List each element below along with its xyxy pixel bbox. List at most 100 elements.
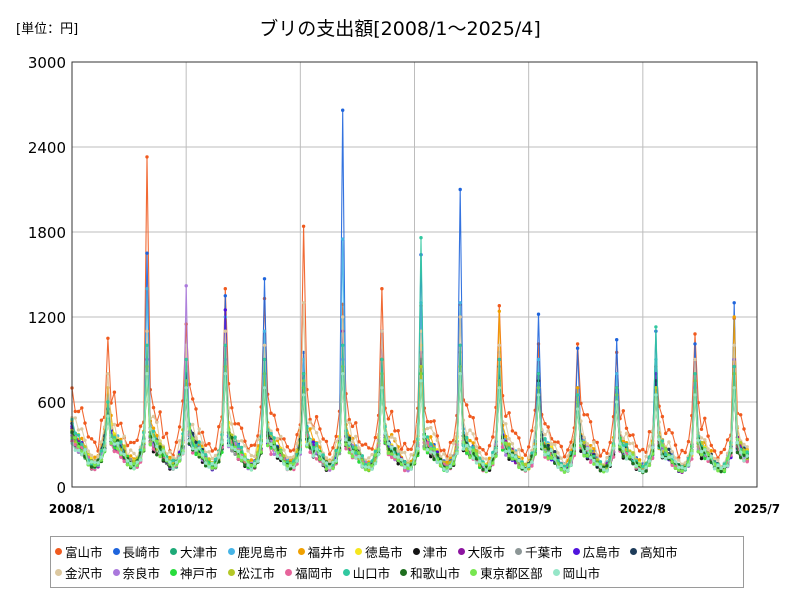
- data-point: [354, 434, 358, 439]
- data-point: [458, 315, 462, 319]
- data-point: [314, 415, 319, 419]
- data-point: [380, 386, 384, 390]
- data-point: [220, 440, 224, 444]
- data-point: [706, 434, 710, 438]
- data-point: [223, 343, 227, 347]
- data-point: [158, 445, 162, 449]
- data-point: [197, 446, 201, 450]
- legend-label: 大阪市: [467, 545, 506, 560]
- data-point: [497, 386, 501, 390]
- data-point: [223, 329, 227, 333]
- data-point: [138, 448, 143, 453]
- data-point: [239, 458, 244, 462]
- legend-item: 松江市: [227, 562, 275, 583]
- data-point: [109, 441, 113, 445]
- data-point: [184, 357, 188, 362]
- data-point: [354, 421, 358, 425]
- legend-marker-icon: [342, 569, 350, 576]
- data-point: [562, 455, 567, 459]
- data-point: [138, 424, 143, 428]
- data-point: [116, 423, 120, 427]
- data-point: [739, 441, 743, 445]
- data-point: [637, 462, 642, 467]
- legend-marker-icon: [55, 548, 62, 555]
- data-point: [380, 357, 384, 362]
- data-point: [742, 453, 746, 457]
- data-point: [239, 439, 244, 443]
- data-point: [207, 465, 211, 469]
- data-point: [145, 343, 149, 347]
- data-point: [595, 440, 599, 445]
- data-point: [357, 451, 361, 455]
- data-point: [73, 448, 78, 452]
- data-point: [621, 446, 625, 451]
- data-point: [546, 429, 550, 433]
- data-point: [106, 400, 110, 404]
- data-point: [703, 416, 707, 420]
- data-point: [360, 454, 364, 458]
- data-point: [122, 444, 126, 448]
- legend-label: 広島市: [582, 545, 621, 560]
- data-point: [76, 448, 81, 453]
- legend-label: 山口市: [352, 566, 391, 581]
- data-point: [86, 461, 91, 465]
- data-point: [677, 465, 681, 469]
- data-point: [458, 301, 462, 305]
- data-point: [171, 467, 175, 471]
- data-point: [624, 431, 629, 435]
- data-point: [628, 433, 632, 438]
- data-point: [504, 422, 508, 426]
- data-point: [204, 450, 208, 455]
- data-point: [660, 455, 665, 459]
- data-point: [438, 457, 443, 461]
- data-point: [530, 451, 534, 455]
- data-point: [536, 312, 541, 316]
- legend-marker-icon: [470, 569, 478, 576]
- data-point: [341, 315, 345, 319]
- data-point: [344, 442, 348, 447]
- data-point: [129, 461, 133, 466]
- data-point: [236, 457, 241, 461]
- legend-item: 津市: [412, 541, 448, 562]
- data-point: [295, 433, 299, 437]
- data-point: [73, 442, 78, 447]
- data-point: [543, 433, 547, 437]
- data-point: [631, 451, 635, 455]
- data-point: [282, 448, 286, 452]
- data-point: [132, 462, 136, 466]
- x-tick-label: 2025/7: [734, 502, 780, 516]
- data-point: [582, 440, 586, 445]
- data-point: [344, 438, 348, 442]
- x-tick-label: 2016/10: [387, 502, 441, 516]
- data-point: [504, 449, 508, 454]
- data-point: [722, 468, 727, 473]
- data-point: [588, 449, 593, 453]
- data-point: [119, 421, 123, 425]
- data-point: [89, 465, 94, 469]
- data-point: [667, 455, 671, 459]
- data-point: [207, 450, 211, 454]
- data-point: [432, 447, 436, 451]
- data-point: [575, 346, 580, 350]
- data-point: [151, 447, 156, 451]
- data-point: [191, 422, 195, 427]
- legend-label: 高知市: [640, 545, 678, 560]
- data-point: [243, 439, 247, 443]
- x-axis: 2008/1 2010/12 2013/11 2016/10 2019/9 2022/8 2…: [49, 502, 780, 516]
- data-point: [465, 435, 469, 440]
- data-point: [432, 419, 436, 423]
- data-point: [341, 108, 345, 112]
- data-point: [647, 463, 652, 468]
- data-point: [83, 448, 87, 452]
- data-point: [403, 460, 407, 464]
- data-point: [168, 450, 172, 454]
- legend-marker-icon: [572, 548, 580, 555]
- data-point: [582, 435, 586, 440]
- data-point: [249, 443, 254, 448]
- data-point: [706, 447, 710, 451]
- data-point: [373, 453, 378, 457]
- data-point: [497, 304, 501, 308]
- data-point: [129, 457, 133, 462]
- data-point: [598, 465, 603, 469]
- data-point: [239, 426, 244, 430]
